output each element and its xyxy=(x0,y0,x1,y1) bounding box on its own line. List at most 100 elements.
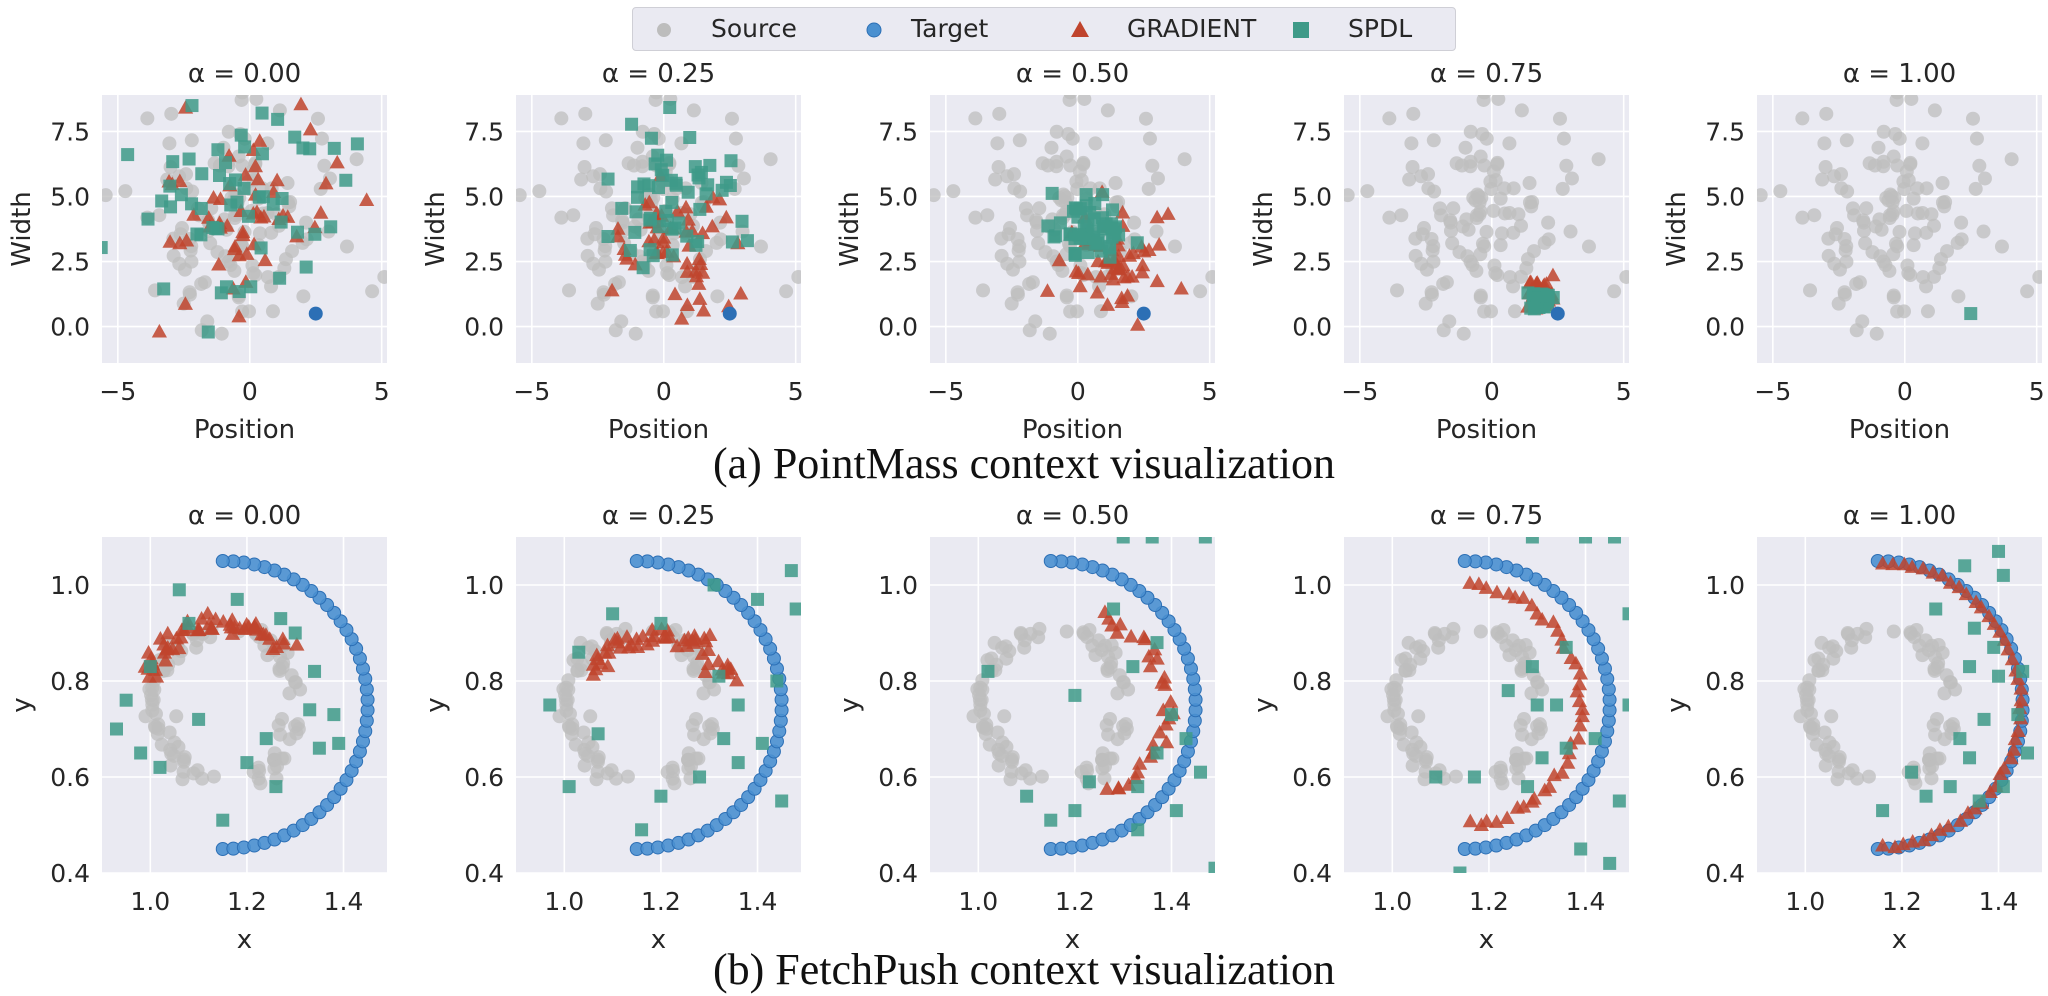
source-point xyxy=(1907,226,1922,241)
spdl-point xyxy=(1131,823,1145,837)
source-point xyxy=(1406,106,1421,121)
spdl-point xyxy=(1574,842,1588,856)
spdl-point xyxy=(663,101,677,115)
gradient-point xyxy=(694,646,710,660)
gradient-point xyxy=(2004,651,2020,666)
source-point xyxy=(1977,171,1992,186)
spdl-point xyxy=(1106,203,1120,217)
gradient-point xyxy=(247,158,264,173)
data-points xyxy=(930,56,1215,341)
source-point xyxy=(1040,158,1055,173)
source-point xyxy=(1886,149,1901,164)
y-tick-label: 1.0 xyxy=(1292,571,1332,600)
gradient-point xyxy=(165,641,181,656)
spdl-point xyxy=(731,698,745,712)
source-point xyxy=(1059,290,1074,305)
gradient-point xyxy=(1516,799,1532,813)
spdl-point xyxy=(1044,813,1058,827)
panel-fetchpush-1: 1.0 1.2 1.4 0.4 0.6 0.8 1.0 α = 0.25 x y xyxy=(421,501,801,955)
source-point xyxy=(1432,201,1447,216)
source-point xyxy=(1000,256,1015,271)
source-point xyxy=(1445,630,1460,645)
source-point xyxy=(1773,184,1788,199)
source-point xyxy=(1817,136,1832,151)
gradient-point xyxy=(1135,257,1151,272)
source-point xyxy=(964,56,978,70)
source-point xyxy=(1063,95,1077,100)
source-point xyxy=(1116,719,1131,734)
spdl-point xyxy=(102,241,108,255)
gradient-point xyxy=(1550,623,1566,637)
panel-fetchpush-3: 1.0 1.2 1.4 0.4 0.6 0.8 1.0 α = 0.75 x y xyxy=(1249,501,1629,955)
y-tick-label: 0.6 xyxy=(50,763,90,792)
y-tick-label: 7.5 xyxy=(878,117,918,146)
source-point xyxy=(583,709,598,724)
y-tick-label: 0.8 xyxy=(1292,667,1332,696)
source-point xyxy=(1012,254,1027,269)
gradient-point xyxy=(1149,273,1165,288)
source-point xyxy=(1827,256,1842,271)
source-point xyxy=(148,706,163,721)
legend: Source Target GRADIENT SPDL xyxy=(632,7,1456,51)
source-point xyxy=(1507,304,1522,319)
source-point xyxy=(1856,223,1871,238)
source-point xyxy=(1899,203,1914,218)
data-points xyxy=(1757,56,2042,341)
spdl-point xyxy=(219,280,233,294)
spdl-point xyxy=(1102,241,1116,255)
y-axis-label: y xyxy=(1249,697,1279,712)
gradient-point xyxy=(702,627,718,641)
panel-title: α = 1.00 xyxy=(1843,59,1956,89)
source-point xyxy=(1819,106,1834,121)
gradient-point xyxy=(639,636,655,651)
source-point xyxy=(1382,210,1397,225)
y-tick-label: 5.0 xyxy=(1705,182,1745,211)
gradient-point xyxy=(679,255,695,270)
source-point xyxy=(1849,323,1864,338)
spdl-point xyxy=(1992,544,2006,558)
source-point xyxy=(1559,158,1574,173)
x-axis-label: Position xyxy=(1022,415,1123,445)
y-tick-label: 0.4 xyxy=(1292,859,1332,888)
spdl-point xyxy=(201,325,215,339)
gradient-point xyxy=(1134,264,1150,279)
x-axis-label: x xyxy=(1065,925,1080,955)
target-point xyxy=(308,306,323,321)
gradient-point xyxy=(688,268,705,283)
source-point xyxy=(1018,201,1033,216)
gradient-point xyxy=(609,630,626,645)
y-tick-label: 2.5 xyxy=(1292,248,1332,277)
source-point xyxy=(1049,124,1064,139)
source-point xyxy=(991,742,1006,757)
source-point xyxy=(1469,263,1484,278)
gradient-point xyxy=(1507,589,1523,604)
source-point xyxy=(221,124,236,139)
x-tick-label: 1.4 xyxy=(1566,887,1606,916)
gradient-point xyxy=(1105,271,1121,286)
data-points xyxy=(966,537,1215,873)
source-point xyxy=(991,758,1006,773)
spdl-point xyxy=(1068,688,1082,702)
spdl-point xyxy=(636,261,650,275)
source-point xyxy=(1382,111,1397,126)
source-point xyxy=(710,289,725,304)
spdl-point xyxy=(1150,636,1164,650)
source-point xyxy=(655,304,670,319)
x-tick-label: 0 xyxy=(1070,377,1086,406)
source-point xyxy=(1896,304,1911,319)
source-point xyxy=(1935,176,1950,191)
source-point xyxy=(314,131,329,146)
source-point xyxy=(274,751,289,766)
spdl-point xyxy=(1588,732,1602,746)
gradient-point xyxy=(2010,671,2026,685)
spdl-point xyxy=(2016,664,2030,678)
spdl-point xyxy=(119,693,133,707)
gradient-point xyxy=(1560,755,1576,769)
y-tick-label: 0.0 xyxy=(1705,313,1745,342)
spdl-point xyxy=(303,142,317,156)
source-point xyxy=(1791,56,1805,70)
source-point xyxy=(598,133,613,148)
source-point xyxy=(1803,283,1818,298)
source-point xyxy=(1414,256,1429,271)
spdl-point xyxy=(216,813,230,827)
